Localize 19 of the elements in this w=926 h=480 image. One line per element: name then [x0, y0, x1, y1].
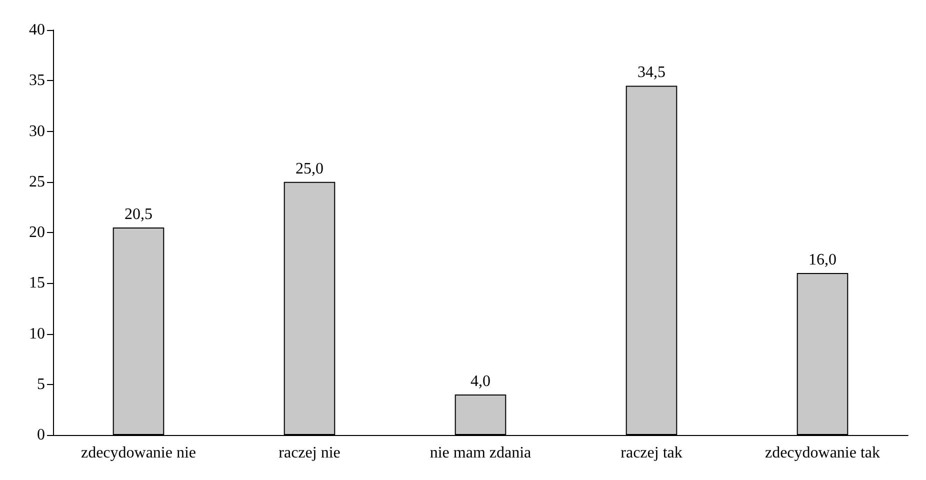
data-label: 20,5: [124, 206, 152, 223]
data-label: 4,0: [470, 373, 490, 390]
y-tick-label: 35: [29, 72, 45, 90]
y-tick-label: 15: [29, 274, 45, 292]
x-tick-label: zdecydowanie tak: [764, 444, 880, 462]
y-tick-label: 10: [29, 325, 45, 342]
x-tick-label: raczej tak: [620, 444, 682, 462]
data-label: 25,0: [296, 160, 324, 178]
y-tick-label: 20: [29, 224, 45, 241]
y-tick-label: 25: [29, 173, 45, 190]
data-label: 16,0: [808, 252, 836, 268]
x-tick-label: raczej nie: [278, 444, 340, 462]
y-tick-label: 30: [29, 122, 45, 140]
x-tick-label: nie mam zdania: [430, 444, 532, 462]
data-label: 34,5: [638, 64, 666, 82]
y-tick-label: 0: [37, 426, 45, 444]
y-tick-label: 40: [29, 22, 45, 38]
y-tick-label: 5: [37, 376, 45, 393]
x-tick-label: zdecydowanie nie: [80, 444, 196, 462]
